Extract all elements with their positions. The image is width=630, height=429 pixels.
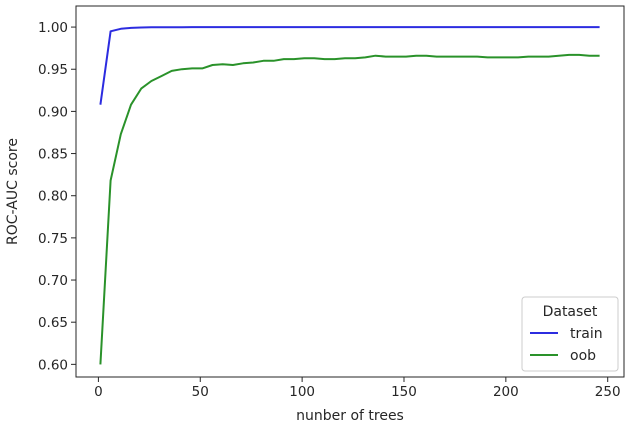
y-axis-label: ROC-AUC score [5, 138, 21, 245]
series-line-oob [99, 53, 600, 365]
y-tick-label: 1.00 [38, 20, 68, 36]
x-axis-label: nunber of trees [296, 408, 404, 424]
x-tick-label: 150 [391, 384, 417, 400]
y-tick-label: 0.85 [38, 147, 68, 163]
y-tick-label: 0.95 [38, 62, 68, 78]
series-line-train [99, 26, 600, 105]
plot-frame [75, 5, 625, 378]
ticks-layer: 0 50 100 150 200 250 0.60 0.65 0.70 0.75 0.80 0.85 0… [38, 20, 621, 400]
y-tick-label: 0.60 [38, 357, 68, 373]
y-tick-label: 0.75 [38, 231, 68, 247]
x-tick-label: 0 [94, 384, 103, 400]
legend-box [521, 296, 619, 372]
y-tick-label: 0.90 [38, 104, 68, 120]
x-tick-label: 100 [289, 384, 315, 400]
x-tick-label: 50 [192, 384, 209, 400]
legend-items: train oob [530, 326, 603, 364]
y-tick-label: 0.65 [38, 315, 68, 331]
x-tick-label: 200 [493, 384, 519, 400]
series-layer [99, 26, 600, 365]
legend: Dataset train oob [521, 296, 619, 372]
y-tick-label: 0.80 [38, 189, 68, 205]
legend-title: Dataset [543, 304, 598, 320]
legend-label-oob: oob [570, 348, 596, 364]
x-tick-label: 250 [595, 384, 621, 400]
legend-label-train: train [570, 326, 603, 342]
y-tick-label: 0.70 [38, 273, 68, 289]
